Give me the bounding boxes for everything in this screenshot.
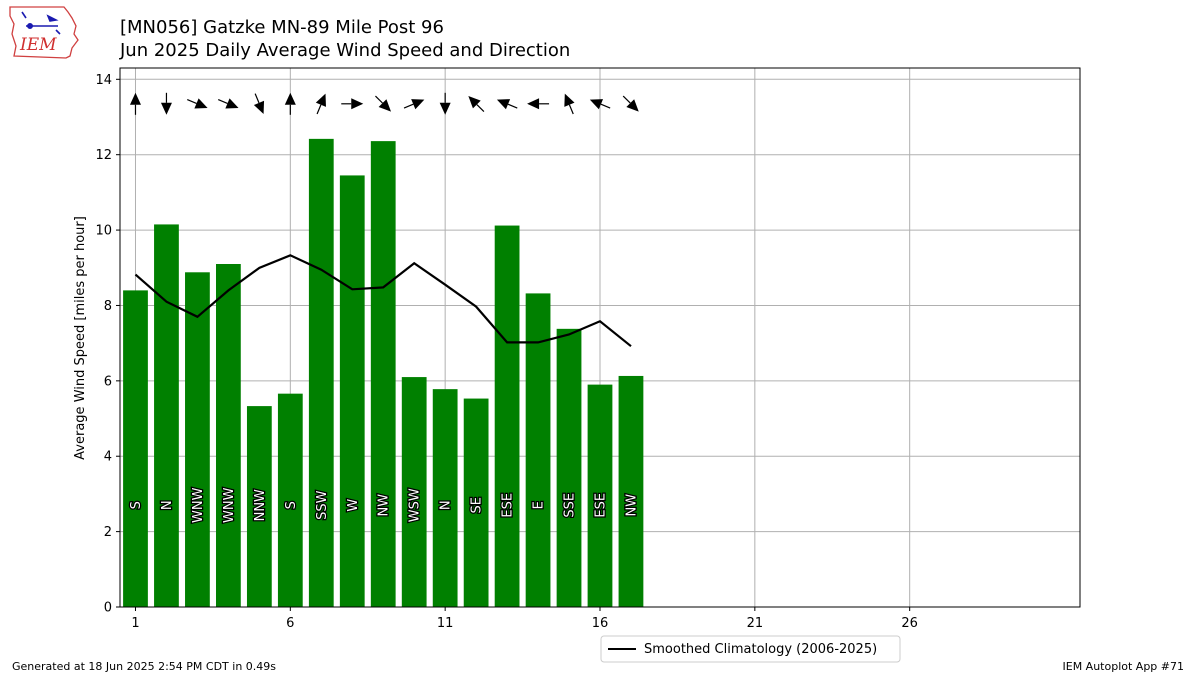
legend: Smoothed Climatology (2006-2025) [600, 635, 901, 663]
bar-day-16 [587, 384, 613, 607]
bar-day-2 [154, 224, 179, 607]
bar-day-17 [618, 375, 644, 607]
direction-label-day-10: WSW [408, 488, 423, 522]
x-tick-label: 1 [131, 616, 139, 631]
wind-arrow-day-2 [160, 92, 172, 115]
footer-app: IEM Autoplot App #71 [1062, 660, 1185, 673]
bar-day-11 [432, 389, 458, 607]
x-tick-label: 26 [901, 616, 918, 631]
wind-arrow-day-5 [253, 93, 265, 114]
bar-day-3 [185, 272, 210, 607]
direction-label-day-11: N [439, 500, 454, 510]
direction-label-day-8: W [346, 499, 361, 512]
bar-day-8 [339, 175, 365, 607]
y-tick-label: 0 [104, 601, 112, 616]
wind-arrow-day-13 [496, 99, 518, 110]
direction-label-day-2: N [160, 500, 175, 510]
wind-arrow-day-14 [527, 98, 550, 110]
wind-arrow-day-6 [284, 92, 296, 115]
bar-day-9 [370, 141, 396, 607]
wind-arrow-day-1 [129, 92, 141, 115]
iowa-state-outline-icon [9, 6, 79, 59]
x-tick-label: 11 [437, 616, 454, 631]
y-tick-label: 10 [95, 224, 112, 239]
wind-arrow-day-16 [589, 99, 611, 110]
direction-label-layer: S N WNW WNW NNW S SSW W NW WSW N SE ESE E SSE ESE NW [128, 486, 641, 524]
wind-arrow-layer [129, 92, 639, 115]
direction-label-day-13: ESE [501, 493, 516, 518]
bar-day-15 [556, 328, 582, 607]
y-tick-label: 4 [104, 450, 112, 465]
direction-label-day-17: NW [624, 494, 639, 517]
wind-arrow-day-15 [564, 93, 575, 115]
wind-arrow-day-8 [341, 98, 364, 110]
iem-logo: IEM [9, 6, 79, 59]
y-tick-label: 2 [104, 525, 112, 540]
climatology-line-layer [134, 254, 632, 348]
bar-day-1 [123, 290, 148, 607]
direction-label-day-7: SSW [315, 490, 330, 520]
bar-day-14 [525, 293, 551, 607]
bar-day-13 [494, 225, 520, 608]
bar-layer [123, 138, 644, 608]
wind-arrow-day-11 [439, 92, 451, 115]
x-tick-label: 21 [747, 616, 764, 631]
wind-arrow-day-10 [403, 99, 425, 110]
wind-arrow-day-4 [217, 98, 239, 109]
wind-arrow-day-9 [375, 95, 392, 112]
y-tick-label: 12 [95, 148, 112, 163]
chart-title: [MN056] Gatzke MN-89 Mile Post 96 [120, 17, 444, 38]
direction-label-day-5: NNW [253, 489, 268, 521]
wind-arrow-day-3 [187, 98, 208, 109]
y-tick-label: 8 [104, 299, 112, 314]
bar-day-7 [308, 138, 334, 607]
bar-day-4 [216, 264, 241, 607]
direction-label-day-15: SSE [563, 493, 578, 518]
wind-arrow-day-12 [468, 96, 485, 113]
direction-label-day-4: WNW [222, 487, 237, 523]
x-tick-label: 6 [286, 616, 294, 631]
legend-entry-climatology: Smoothed Climatology (2006-2025) [644, 642, 877, 657]
y-tick-label: 14 [95, 73, 112, 88]
footer-generated: Generated at 18 Jun 2025 2:54 PM CDT in … [12, 660, 277, 673]
bar-day-6 [277, 393, 303, 607]
chart-subtitle: Jun 2025 Daily Average Wind Speed and Di… [120, 40, 571, 61]
weather-station-icon [21, 11, 61, 35]
y-axis-label: Average Wind Speed [miles per hour] [73, 216, 88, 460]
direction-label-day-12: SE [470, 497, 485, 513]
x-tick-label: 16 [592, 616, 609, 631]
bar-day-12 [463, 398, 489, 607]
climatology-line [134, 254, 632, 348]
direction-label-day-3: WNW [191, 487, 206, 523]
y-tick-label: 6 [104, 374, 112, 389]
bar-day-10 [401, 377, 427, 607]
bar-day-5 [246, 406, 272, 607]
direction-label-day-1: S [129, 501, 144, 509]
direction-label-day-9: NW [377, 494, 392, 517]
wind-arrow-day-17 [622, 95, 639, 112]
legend-box [600, 635, 901, 663]
direction-label-day-16: ESE [594, 493, 609, 518]
wind-arrow-day-7 [315, 93, 326, 115]
direction-label-day-6: S [284, 501, 299, 509]
logo-text: IEM [19, 35, 57, 55]
direction-label-day-14: E [532, 501, 547, 509]
